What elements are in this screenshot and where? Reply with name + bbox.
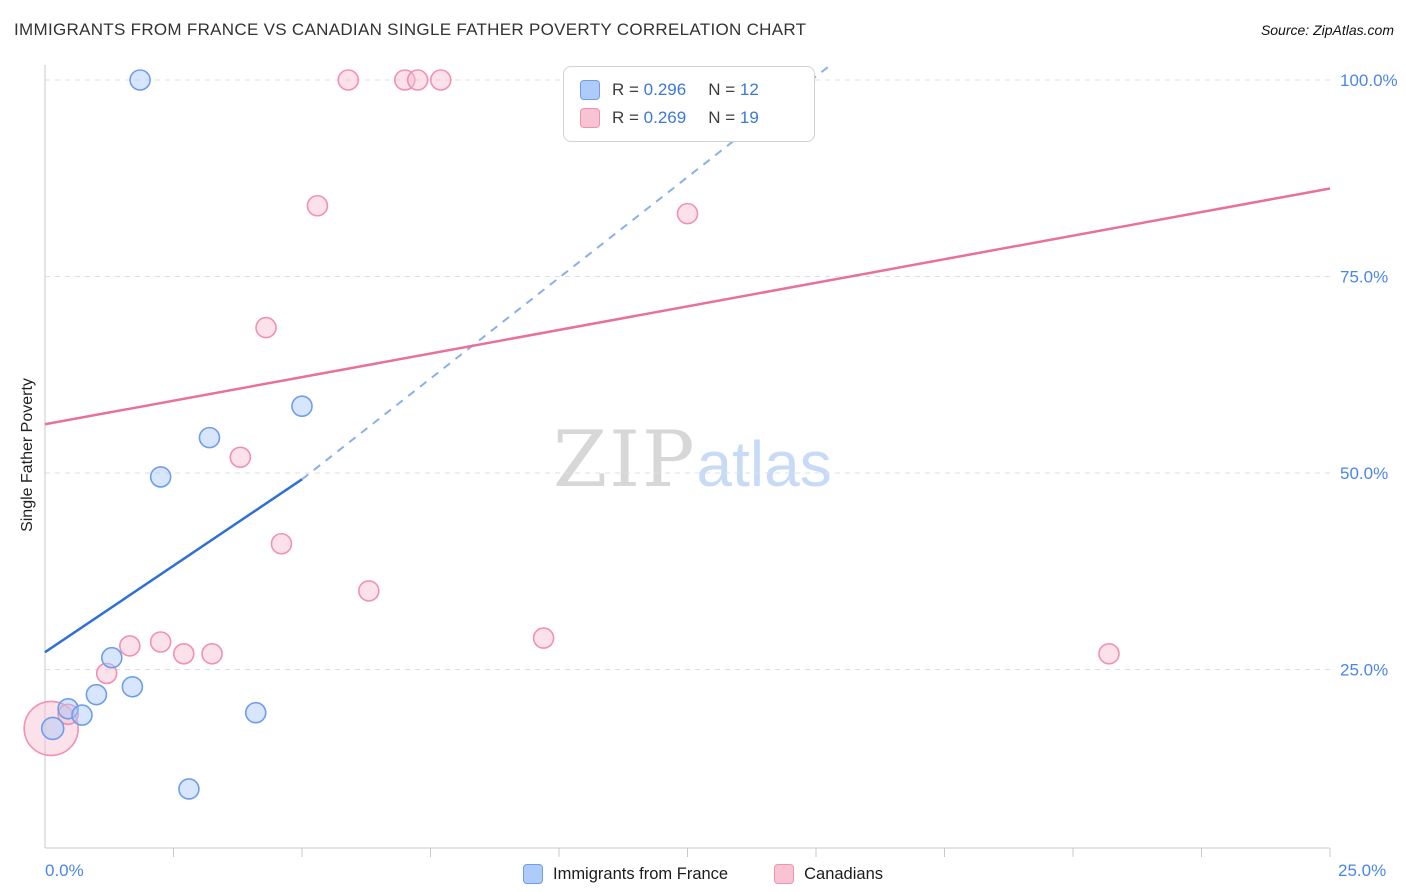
data-point-canadians <box>172 642 195 665</box>
data-point-immigrants-from-france <box>178 778 200 800</box>
watermark: ZIPatlas <box>553 415 832 505</box>
legend-stats-immigrants: R = 0.296 N = 12 <box>612 80 759 99</box>
data-point-immigrants-from-france <box>85 683 108 706</box>
y-tick-label-100: 100.0% <box>1340 71 1398 90</box>
y-tick-label-25: 25.0% <box>1340 661 1388 680</box>
legend-swatch-immigrants-from-france <box>580 80 600 100</box>
n-value-immigrants: 12 <box>739 80 759 99</box>
r-value-canadians: 0.269 <box>643 108 687 127</box>
source-attribution: Source: ZipAtlas.com <box>1260 22 1394 38</box>
data-point-canadians <box>119 635 141 657</box>
data-point-canadians <box>337 69 360 91</box>
data-point-canadians <box>306 194 329 217</box>
data-point-canadians <box>201 642 223 665</box>
data-point-canadians <box>1098 642 1120 665</box>
series-legend-item-canadians: Canadians <box>774 864 883 884</box>
data-point-canadians <box>429 69 452 91</box>
data-point-immigrants-from-france <box>198 426 221 449</box>
correlation-legend: R = 0.296 N = 12 R = 0.269 N = 19 <box>563 66 815 142</box>
series-swatch-canadians <box>774 864 795 884</box>
data-point-immigrants-from-france <box>121 675 144 698</box>
series-label-immigrants: Immigrants from France <box>552 864 729 883</box>
legend-stats-canadians: R = 0.269 N = 19 <box>612 108 759 127</box>
r-value-immigrants: 0.296 <box>643 80 687 99</box>
n-value-canadians: 19 <box>739 108 759 127</box>
series-legend-item-immigrants: Immigrants from France <box>522 864 729 884</box>
data-point-immigrants-from-france <box>57 697 79 720</box>
y-tick-label-50: 50.0% <box>1340 464 1388 483</box>
data-point-immigrants-from-france <box>291 395 313 417</box>
data-point-canadians <box>358 580 380 602</box>
data-point-canadians <box>149 631 172 653</box>
series-swatch-immigrants-from-france <box>522 864 543 884</box>
legend-row-immigrants: R = 0.296 N = 12 <box>578 76 800 104</box>
data-point-immigrants-from-france <box>244 701 267 724</box>
data-point-canadians <box>270 532 293 555</box>
trend-line-canadians-solid <box>44 187 1331 426</box>
legend-swatch-canadians <box>580 108 600 128</box>
data-point-immigrants-from-france <box>149 466 172 488</box>
page-title: IMMIGRANTS FROM FRANCE VS CANADIAN SINGL… <box>14 20 807 39</box>
trend-line-immigrants-from-france-solid <box>44 478 303 654</box>
data-point-canadians <box>676 202 699 225</box>
data-point-immigrants-from-france <box>71 704 93 726</box>
legend-row-canadians: R = 0.269 N = 19 <box>578 104 800 132</box>
series-legend: Immigrants from France Canadians <box>0 864 1406 884</box>
data-point-immigrants-from-france <box>101 646 123 669</box>
data-point-canadians <box>532 627 555 649</box>
data-point-canadians <box>406 69 429 91</box>
data-point-canadians <box>255 316 277 339</box>
y-tick-label-75: 75.0% <box>1340 268 1388 287</box>
data-point-canadians <box>229 446 252 469</box>
data-point-immigrants-from-france <box>40 716 65 741</box>
data-point-canadians <box>23 700 79 757</box>
watermark-zip: ZIP <box>553 415 697 505</box>
series-label-canadians: Canadians <box>804 864 883 883</box>
watermark-atlas: atlas <box>696 428 832 500</box>
x-max-label: 25.0% <box>1338 861 1386 880</box>
data-point-immigrants-from-france <box>129 69 151 91</box>
x-min-label: 0.0% <box>45 861 84 880</box>
